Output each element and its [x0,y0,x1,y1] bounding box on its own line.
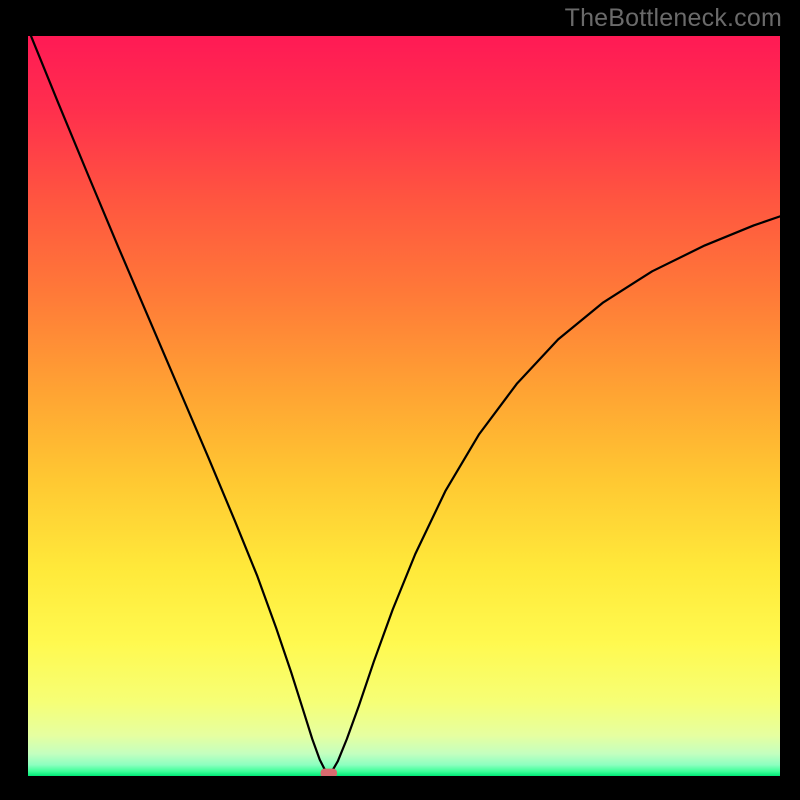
chart-container: TheBottleneck.com [0,0,800,800]
gradient-background [28,36,780,776]
plot-svg [28,36,780,776]
plot-area [28,36,780,776]
watermark-text: TheBottleneck.com [565,4,782,33]
vertex-marker [321,769,338,776]
